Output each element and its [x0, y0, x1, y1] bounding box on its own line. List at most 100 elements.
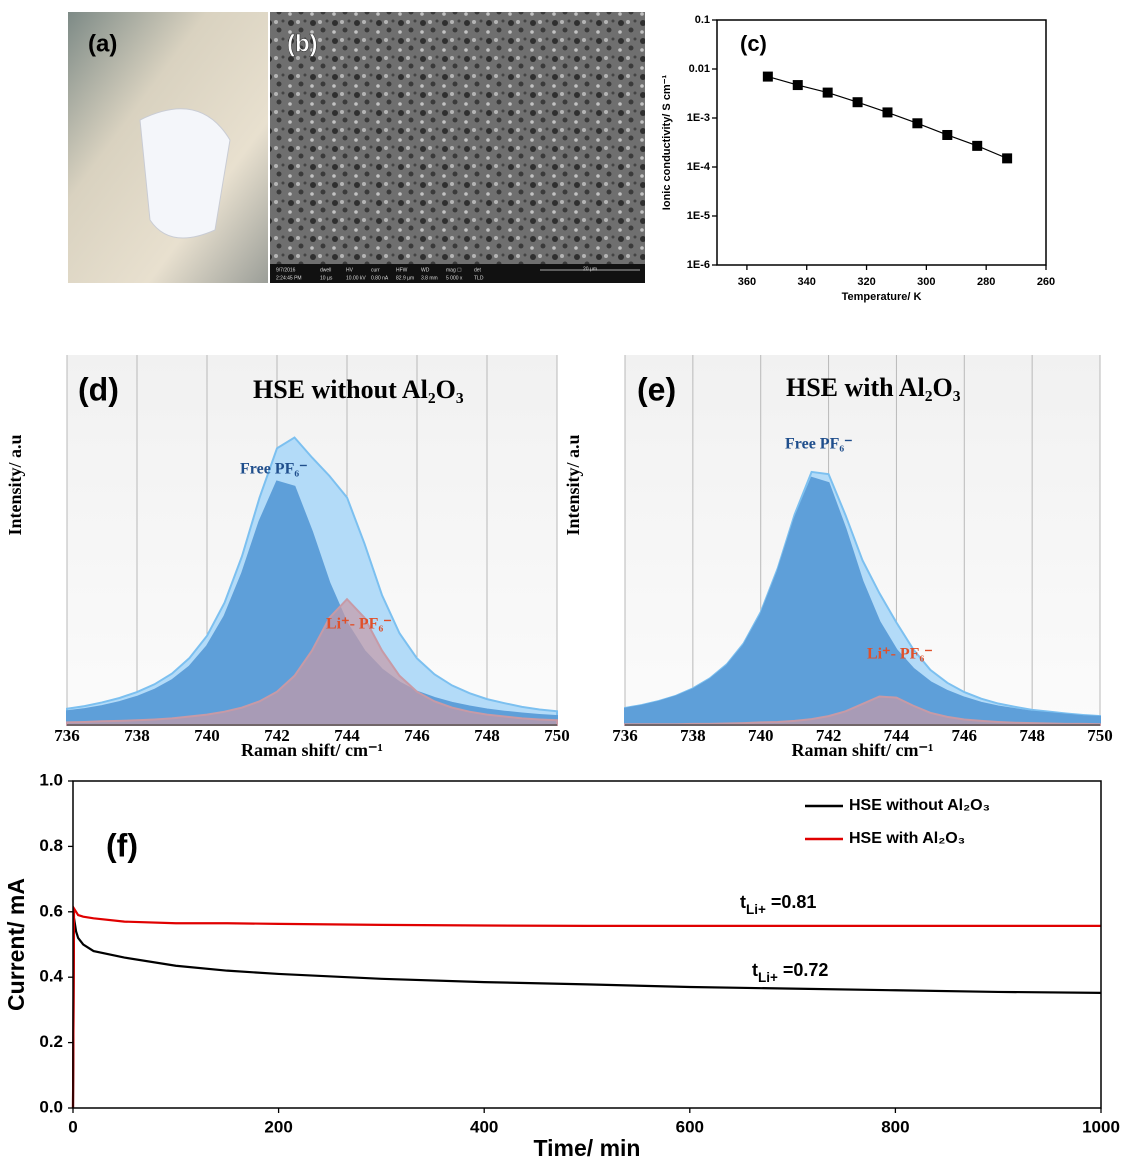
- marker: [852, 97, 863, 108]
- x-tick-label: 742: [816, 726, 842, 745]
- sem-info: 0.80 nA: [371, 275, 389, 281]
- legend-label: HSE with Al₂O₃: [849, 830, 965, 847]
- marker: [762, 71, 773, 82]
- x-tick-label: 750: [544, 726, 570, 745]
- x-tick-label: 320: [857, 276, 875, 288]
- x-tick-label: 738: [680, 726, 706, 745]
- sem-info: 82.9 µm: [396, 275, 414, 281]
- annotation-part: Li+: [746, 902, 766, 917]
- sem-info: 10.00 kV: [346, 275, 366, 281]
- y-tick-label: 0.6: [39, 901, 63, 920]
- x-tick-label: 1000: [1082, 1117, 1120, 1136]
- data-area: [66, 480, 558, 726]
- x-tick-label: 200: [264, 1117, 292, 1136]
- sem-info: 2:24:45 PM: [276, 275, 302, 281]
- data-line: [71, 918, 1102, 1109]
- annotation-part: Li+: [758, 970, 778, 985]
- x-tick-label: 0: [68, 1117, 77, 1136]
- sem-info: curr: [371, 267, 380, 273]
- y-axis-label: Intensity/ a.u: [563, 434, 583, 535]
- film: [139, 108, 231, 239]
- marker: [912, 118, 923, 129]
- y-axis-label: Intensity/ a.u: [5, 434, 25, 535]
- chart: 0 200 400 600 800 1000 0.0 0.2 0.4 0.6 0.8 1.0 Time/…: [3, 770, 1120, 1161]
- sem-info: det: [474, 267, 482, 273]
- x-tick-label: 742: [264, 726, 290, 745]
- sem-info: 10 µs: [320, 275, 333, 281]
- marker: [822, 87, 833, 98]
- annotation: Free PF₆⁻: [785, 436, 853, 453]
- x-axis-label: Temperature/ K: [842, 291, 922, 303]
- y-tick-label: 1E-5: [687, 210, 710, 222]
- x-tick-label: 800: [881, 1117, 909, 1136]
- chart-title: HSE with Al₂O₃: [786, 373, 961, 402]
- x-tick-label: 300: [917, 276, 935, 288]
- y-tick-label: 0.01: [689, 63, 710, 75]
- chart: 736 738 740 742 744 746 748 750 Raman shift/ cm⁻…: [5, 355, 570, 760]
- x-tick-label: 748: [1019, 726, 1045, 745]
- sem-info: TLD: [474, 275, 484, 281]
- sem-info: 5 000 x: [446, 275, 463, 281]
- annotation: Li⁺- PF₆⁻: [867, 646, 933, 663]
- annotation-part: =0.72: [778, 960, 829, 980]
- x-tick-label: 736: [612, 726, 638, 745]
- data-line: [767, 76, 1008, 159]
- y-axis-label: Ionic conductivity/ S cm⁻¹: [661, 74, 673, 210]
- sem-info: 9/7/2016: [276, 267, 296, 273]
- panel-label: (a): [88, 30, 117, 57]
- x-tick-label: 400: [470, 1117, 498, 1136]
- annotation: tLi+ =0.81: [740, 892, 816, 917]
- x-tick-label: 736: [54, 726, 80, 745]
- data-line: [71, 904, 1101, 1109]
- x-tick-label: 740: [748, 726, 774, 745]
- plot-frame: [716, 19, 1047, 266]
- x-tick-label: 746: [404, 726, 430, 745]
- y-tick-label: 1E-3: [687, 112, 710, 124]
- sem-info: 3.8 mm: [421, 275, 438, 281]
- panel-label: (f): [106, 827, 138, 863]
- plot-frame: [72, 780, 1102, 1109]
- marker: [1002, 153, 1013, 164]
- x-tick-label: 740: [194, 726, 220, 745]
- panel-label: (c): [740, 31, 767, 56]
- y-tick-label: 1E-6: [687, 259, 710, 271]
- annotation: Li⁺- PF₆⁻: [326, 616, 392, 633]
- y-tick-label: 0.4: [39, 967, 63, 986]
- data-area: [624, 695, 1101, 726]
- data-area: [66, 597, 558, 726]
- x-tick-label: 744: [884, 726, 910, 745]
- y-tick-label: 1E-4: [687, 161, 711, 173]
- marker: [942, 129, 953, 140]
- annotation-part: =0.81: [766, 892, 817, 912]
- annotation-part: t: [752, 960, 758, 980]
- marker: [972, 140, 983, 151]
- y-tick-label: 0.2: [39, 1032, 63, 1051]
- marker: [792, 80, 803, 91]
- sem-info-bar: [270, 264, 645, 283]
- x-tick-label: 360: [738, 276, 756, 288]
- y-tick-label: 0.1: [695, 14, 710, 26]
- panel-label: (b): [287, 30, 318, 57]
- annotation: tLi+ =0.72: [752, 960, 828, 985]
- x-tick-label: 750: [1087, 726, 1113, 745]
- sem-info: WD: [421, 267, 430, 273]
- x-tick-label: 340: [798, 276, 816, 288]
- x-axis-label: Time/ min: [534, 1135, 641, 1161]
- sem-info: dwell: [320, 267, 331, 273]
- marker: [882, 107, 893, 118]
- sem-info: HFW: [396, 267, 408, 273]
- photo-b: (b): [270, 12, 645, 283]
- x-tick-label: 746: [952, 726, 978, 745]
- y-tick-label: 0.0: [39, 1097, 63, 1116]
- x-tick-label: 738: [124, 726, 150, 745]
- sem-image: [270, 12, 645, 264]
- chart: 736 738 740 742 744 746 748 750 Raman shift/ cm⁻…: [563, 355, 1113, 760]
- data-area: [624, 476, 1101, 726]
- x-tick-label: 600: [676, 1117, 704, 1136]
- panel-label: (e): [637, 371, 676, 407]
- x-tick-label: 744: [334, 726, 360, 745]
- annotation-part: t: [740, 892, 746, 912]
- x-axis-label: Raman shift/ cm⁻¹: [241, 740, 383, 760]
